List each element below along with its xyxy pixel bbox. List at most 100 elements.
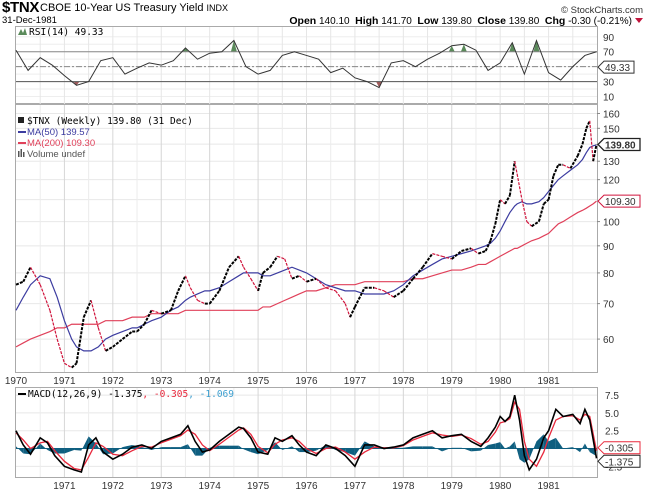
- price-bar-segment: [478, 250, 486, 255]
- price-bar-segment: [82, 299, 92, 318]
- rsi-legend-icon: [18, 28, 27, 35]
- close-value: 139.80: [508, 16, 540, 27]
- rsi-level-lines: [16, 51, 597, 83]
- price-tick-label: 160: [603, 109, 620, 120]
- close-marker-box: [597, 137, 641, 152]
- macd-histogram-bar: [471, 448, 481, 452]
- ma200-value-marker: 109.30: [597, 194, 641, 208]
- rsi-overbought-fill: [509, 42, 516, 52]
- ma200-legend-label: MA(200) 109.30: [27, 138, 95, 149]
- macd-histogram-bar: [422, 446, 433, 449]
- macd-axis: 7.5 5.0 2.5 -2.5: [605, 391, 623, 473]
- symbol-title: $TNX: [2, 0, 40, 16]
- close-marker-label: 139.80: [605, 141, 636, 152]
- signal-marker-box: [597, 441, 641, 455]
- macd-histogram-bar: [580, 443, 585, 453]
- price-tick-label: 100: [603, 218, 620, 229]
- price-bar-segment: [461, 247, 472, 252]
- macd-histogram-bar: [187, 444, 196, 456]
- price-bar-segment: [504, 195, 511, 205]
- high-label: High: [355, 15, 379, 27]
- price-tick-label: 150: [603, 124, 620, 135]
- macd-histogram-bar: [495, 442, 501, 449]
- ma200-marker-label: 109.30: [605, 197, 636, 208]
- macd-histogram-bar: [141, 447, 152, 450]
- rsi-tick-label: 30: [603, 78, 615, 89]
- price-bar-segment: [543, 198, 550, 205]
- price-bar-segment: [484, 240, 492, 252]
- macd-x-tick-label: 1972: [102, 481, 125, 492]
- x-tick-label: 1971: [53, 376, 76, 387]
- price-bar-segment: [238, 256, 245, 268]
- macd-histogram-bar: [238, 445, 244, 450]
- macd-histogram-bar: [442, 447, 452, 452]
- price-bar-segment: [30, 266, 41, 285]
- x-tick-label: 1973: [150, 376, 173, 387]
- macd-histogram-bar: [74, 448, 82, 451]
- macd-marker-label: -1.375: [605, 457, 634, 468]
- ma50-legend-label: MA(50) 139.57: [27, 127, 90, 138]
- macd-x-tick-label: 1974: [199, 481, 222, 492]
- macd-histogram-bar: [432, 446, 443, 452]
- price-grid: [16, 105, 597, 372]
- macd-histogram-bar: [112, 447, 123, 454]
- price-bar-segment: [22, 266, 32, 283]
- price-bar-segment: [160, 309, 172, 315]
- rsi-tick-label: 90: [603, 33, 615, 44]
- change-value: -0.30 (-0.21%): [568, 16, 632, 27]
- macd-histogram-bar: [584, 443, 590, 453]
- price-tick-label: 120: [603, 176, 620, 187]
- price-bar-segment: [315, 278, 327, 289]
- x-tick-label: 1972: [102, 376, 125, 387]
- price-bar-segment: [576, 143, 584, 157]
- macd-histogram-bar: [488, 443, 496, 449]
- price-bar-segment: [581, 128, 588, 145]
- macd-histogram-bar: [354, 441, 365, 456]
- macd-histogram-bar: [16, 446, 24, 454]
- price-bar-segment: [451, 250, 463, 260]
- price-bar-segment: [39, 284, 51, 311]
- price-bar-segment: [151, 309, 162, 315]
- price-tick-label: 70: [603, 300, 615, 311]
- exchange-label: INDX: [206, 3, 228, 13]
- rsi-marker-label: 49.33: [605, 63, 630, 74]
- macd-x-tick-label: 1977: [344, 481, 367, 492]
- copyright-link[interactable]: © StockCharts.com: [561, 5, 643, 16]
- volume-legend-icon: [18, 149, 25, 157]
- macd-legend: MACD(12,26,9) -1.375, -0.305, -1.069: [18, 389, 234, 400]
- macd-histogram: [16, 434, 597, 463]
- signal-value-marker: -0.305: [597, 441, 641, 455]
- price-bar-segment: [136, 323, 146, 333]
- macd-histogram-bar: [122, 444, 133, 449]
- close-value-marker: 139.80: [597, 137, 641, 152]
- macd-histogram-bar: [403, 446, 414, 449]
- price-bar-segment: [569, 155, 579, 169]
- price-panel: 160 150 130 120 100 90 80 70 60 1970 1971 1972 1973…: [5, 104, 641, 387]
- macd-x-tick-label: 1978: [392, 481, 415, 492]
- macd-histogram-bar: [514, 441, 520, 460]
- rsi-tick-label: 10: [603, 93, 615, 104]
- rsi-marker-box: [597, 60, 635, 74]
- macd-tick-label: -2.5: [605, 462, 623, 473]
- macd-histogram-bar: [316, 444, 326, 451]
- rsi-axis: 90 70 30 10: [603, 33, 615, 104]
- price-bar-segment: [592, 144, 598, 162]
- ma200-marker-box: [597, 194, 641, 208]
- rsi-overbought-fill: [182, 47, 189, 52]
- rsi-oversold-fill: [376, 81, 383, 88]
- macd-tick-label: 5.0: [605, 409, 619, 420]
- price-bar-segment: [90, 300, 99, 329]
- macd-value-marker: -1.375: [597, 454, 641, 468]
- quote-summary: Open 140.10 High 141.70 Low 139.80 Close…: [289, 15, 643, 27]
- price-bar-segment: [508, 161, 516, 196]
- macd-x-tick-label: 1981: [537, 481, 560, 492]
- price-bar-segment: [64, 362, 72, 369]
- price-bar-segment: [349, 306, 356, 318]
- rsi-overbought-fill: [533, 40, 540, 52]
- price-bar-segment: [56, 338, 65, 364]
- macd-legend-title: MACD(12,26,9): [28, 389, 102, 400]
- rsi-overbought-fill: [230, 40, 237, 52]
- price-bar-segment: [184, 275, 191, 288]
- price-bar-segment: [262, 266, 271, 274]
- macd-histogram-bar: [282, 446, 292, 450]
